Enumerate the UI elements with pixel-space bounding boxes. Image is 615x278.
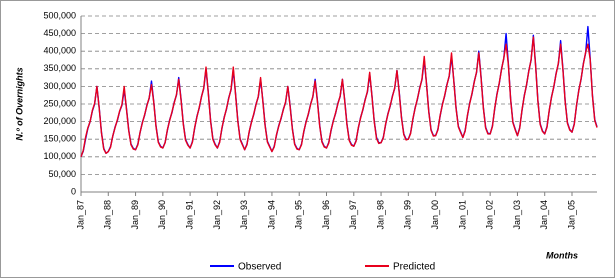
x-tick-label: Jan_95 <box>294 200 304 230</box>
y-tick-label: 400,000 <box>43 46 76 56</box>
x-tick-label: Jan_90 <box>157 200 167 230</box>
legend-label: Observed <box>238 262 281 273</box>
x-tick-label: Jan_03 <box>512 200 522 230</box>
series-line <box>80 36 598 158</box>
y-tick-label: 100,000 <box>43 151 76 161</box>
x-tick-label: Jan_96 <box>321 200 331 230</box>
x-tick-label: Jan_92 <box>212 200 222 230</box>
x-tick-label: Jan_98 <box>375 200 385 230</box>
x-axis-title: Months <box>546 250 578 260</box>
x-tick-label: Jan_87 <box>75 200 85 230</box>
x-tick-label: Jan_04 <box>539 200 549 230</box>
y-tick-label: 200,000 <box>43 116 76 126</box>
y-tick-label: 50,000 <box>48 169 76 179</box>
y-tick-label: 450,000 <box>43 28 76 38</box>
x-tick-label: Jan_05 <box>566 200 576 230</box>
x-tick-label: Jan_91 <box>184 200 194 230</box>
x-tick-label: Jan_89 <box>130 200 140 230</box>
x-tick-label: Jan_99 <box>403 200 413 230</box>
x-tick-label: Jan_00 <box>430 200 440 230</box>
y-tick-label: 150,000 <box>43 134 76 144</box>
y-tick-label: 250,000 <box>43 98 76 108</box>
y-tick-label: 500,000 <box>43 10 76 20</box>
legend-label: Predicted <box>393 262 435 273</box>
y-tick-label: 350,000 <box>43 63 76 73</box>
x-tick-label: Jan_01 <box>457 200 467 230</box>
x-tick-label: Jan_02 <box>485 200 495 230</box>
x-tick-label: Jan_97 <box>348 200 358 230</box>
y-tick-label: 0 <box>71 186 76 196</box>
x-tick-label: Jan_94 <box>266 200 276 230</box>
y-tick-label: 300,000 <box>43 81 76 91</box>
x-tick-label: Jan_88 <box>103 200 113 230</box>
x-tick-label: Jan_93 <box>239 200 249 230</box>
y-axis-title: N.º of Overnights <box>14 67 24 140</box>
